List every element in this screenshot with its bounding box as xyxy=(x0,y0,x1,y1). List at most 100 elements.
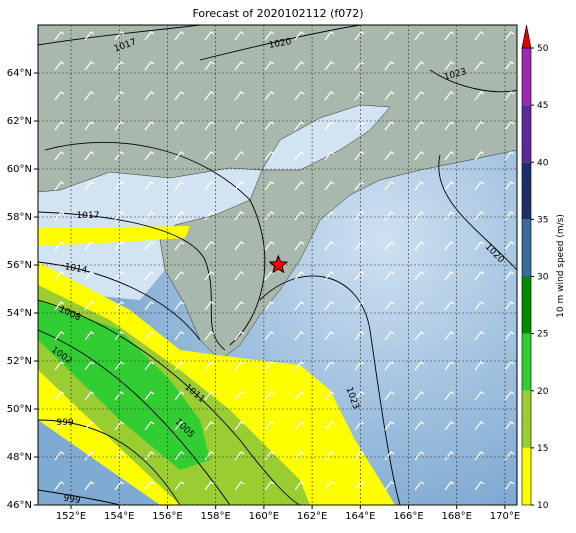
wind-barb xyxy=(114,481,125,491)
wind-barb xyxy=(264,31,275,41)
colorbar-segment xyxy=(522,333,531,391)
wind-barb xyxy=(234,361,245,371)
wind-barb xyxy=(474,481,485,491)
wind-barb xyxy=(444,241,455,251)
wind-barb xyxy=(354,31,365,41)
wind-barb xyxy=(474,391,485,401)
wind-barb xyxy=(414,391,425,401)
wind-barb xyxy=(504,301,515,311)
wind-barb xyxy=(414,241,425,251)
contour-label: 1017 xyxy=(77,211,100,221)
colorbar-tick-label: 45 xyxy=(537,101,548,111)
wind-barb xyxy=(234,421,245,431)
wind-barb xyxy=(174,121,185,131)
wind-barb xyxy=(264,181,275,191)
wind-barb xyxy=(444,391,455,401)
x-tick-label: 160°E xyxy=(249,511,279,522)
wind-barb xyxy=(204,91,215,101)
contour-label: 999 xyxy=(56,418,73,428)
wind-barb xyxy=(414,181,425,191)
wind-barb xyxy=(294,421,305,431)
y-tick-label: 52°N xyxy=(7,356,32,367)
wind-barb xyxy=(144,241,155,251)
wind-barb xyxy=(444,151,455,161)
wind-barb xyxy=(354,181,365,191)
wind-barb xyxy=(294,391,305,401)
wind-barb xyxy=(444,361,455,371)
isobar xyxy=(38,261,201,341)
colorbar-segment xyxy=(522,105,531,163)
wind-barb xyxy=(414,301,425,311)
isobar xyxy=(38,489,121,505)
wind-barb xyxy=(144,211,155,221)
wind-barb xyxy=(444,421,455,431)
wind-barb xyxy=(84,91,95,101)
y-tick-label: 46°N xyxy=(7,500,32,511)
isobar xyxy=(38,211,226,351)
wind-barb xyxy=(54,421,65,431)
wind-barb xyxy=(324,301,335,311)
x-tick-label: 156°E xyxy=(152,511,182,522)
wind-barb xyxy=(114,181,125,191)
wind-barb xyxy=(84,421,95,431)
wind-barb xyxy=(174,271,185,281)
wind-barb xyxy=(264,361,275,371)
wind-barb xyxy=(144,391,155,401)
wind-barb xyxy=(324,91,335,101)
colorbar-tick-label: 15 xyxy=(537,444,548,454)
wind-barb xyxy=(354,451,365,461)
wind-barb xyxy=(114,361,125,371)
wind-barb xyxy=(144,121,155,131)
colorbar-tick-label: 25 xyxy=(537,330,548,340)
wind-barb xyxy=(234,211,245,221)
wind-barb xyxy=(204,301,215,311)
wind-barb xyxy=(504,451,515,461)
wind-barb xyxy=(204,241,215,251)
colorbar-tick-label: 30 xyxy=(537,273,549,283)
wind-barb xyxy=(264,421,275,431)
wind-barb xyxy=(84,31,95,41)
wind-barb xyxy=(384,151,395,161)
wind-barb xyxy=(354,331,365,341)
wind-barb xyxy=(354,241,365,251)
wind-barb xyxy=(414,271,425,281)
wind-barb xyxy=(324,331,335,341)
isobar xyxy=(38,25,201,46)
colorbar-tick-label: 35 xyxy=(537,215,548,225)
wind-barb xyxy=(414,421,425,431)
wind-barb xyxy=(264,301,275,311)
wind-barb xyxy=(84,241,95,251)
wind-barb xyxy=(204,361,215,371)
wind-barb xyxy=(294,481,305,491)
wind-barb xyxy=(354,421,365,431)
wind-barb xyxy=(144,301,155,311)
wind-barb xyxy=(54,121,65,131)
wind-barb xyxy=(84,211,95,221)
wind-barb xyxy=(174,91,185,101)
wind-barb xyxy=(504,481,515,491)
colorbar-extend xyxy=(521,24,532,49)
isobar xyxy=(259,275,401,505)
wind-barb xyxy=(234,91,245,101)
wind-barb xyxy=(54,451,65,461)
wind-barb xyxy=(174,361,185,371)
wind-barb xyxy=(204,391,215,401)
wind-barb xyxy=(114,391,125,401)
wind-barb xyxy=(204,181,215,191)
wind-barb xyxy=(294,271,305,281)
wind-barb xyxy=(144,481,155,491)
wind-barb xyxy=(114,331,125,341)
wind-barb xyxy=(504,61,515,71)
wind-barb xyxy=(294,211,305,221)
wind-barb xyxy=(54,361,65,371)
wind-barb xyxy=(324,271,335,281)
wind-barb xyxy=(174,181,185,191)
wind-barb xyxy=(174,391,185,401)
wind-barb xyxy=(234,31,245,41)
wind-barb xyxy=(294,361,305,371)
wind-barb xyxy=(114,271,125,281)
wind-barb xyxy=(174,61,185,71)
wind-barb xyxy=(384,421,395,431)
